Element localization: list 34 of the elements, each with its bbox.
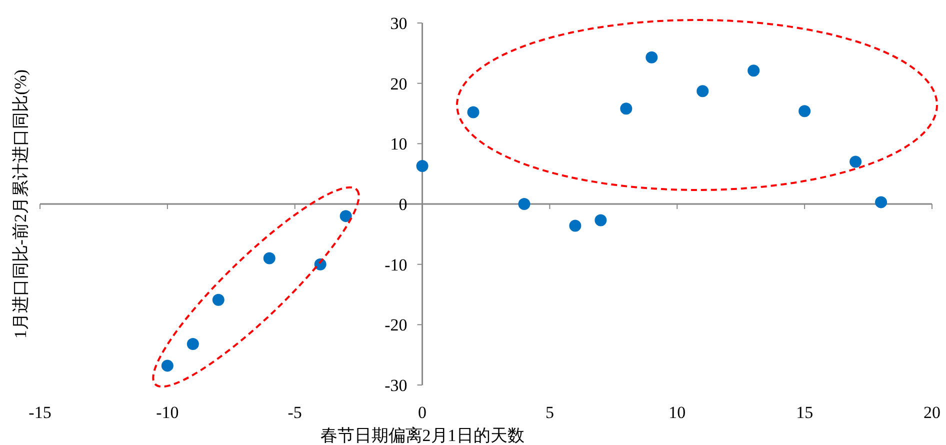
x-tick-label: -10 — [156, 403, 179, 422]
point — [416, 160, 428, 172]
x-tick-label: 15 — [796, 403, 814, 422]
point — [696, 85, 709, 98]
point — [748, 64, 760, 77]
y-tick-label: 0 — [398, 194, 408, 214]
y-tick-label: -30 — [384, 376, 408, 395]
y-tick-label: 10 — [390, 134, 408, 154]
point — [212, 294, 224, 306]
point — [186, 338, 199, 350]
point — [340, 210, 352, 222]
point — [620, 102, 632, 115]
x-tick-label: 0 — [418, 403, 427, 422]
x-tick-label: 10 — [668, 403, 686, 422]
point — [518, 198, 530, 210]
y-axis-title: 1月进口同比-前2月累计进口同比(%) — [11, 69, 30, 339]
y-tick-label: -20 — [384, 316, 408, 335]
y-tick-label: -10 — [384, 255, 408, 274]
point — [850, 156, 862, 168]
point — [646, 51, 658, 64]
point — [467, 106, 480, 118]
x-tick-label: 20 — [924, 403, 940, 422]
point — [569, 220, 582, 232]
y-tick-label: 20 — [390, 74, 408, 94]
point — [161, 360, 174, 372]
point — [263, 252, 276, 264]
point — [875, 196, 888, 208]
x-tick-label: 5 — [545, 403, 554, 422]
y-tick-label: 30 — [390, 14, 408, 33]
x-tick-label: -5 — [288, 403, 302, 422]
x-tick-label: -15 — [28, 403, 52, 422]
x-axis-title: 春节日期偏离2月1日的天数 — [320, 426, 524, 445]
point — [594, 214, 607, 226]
point — [798, 105, 811, 118]
